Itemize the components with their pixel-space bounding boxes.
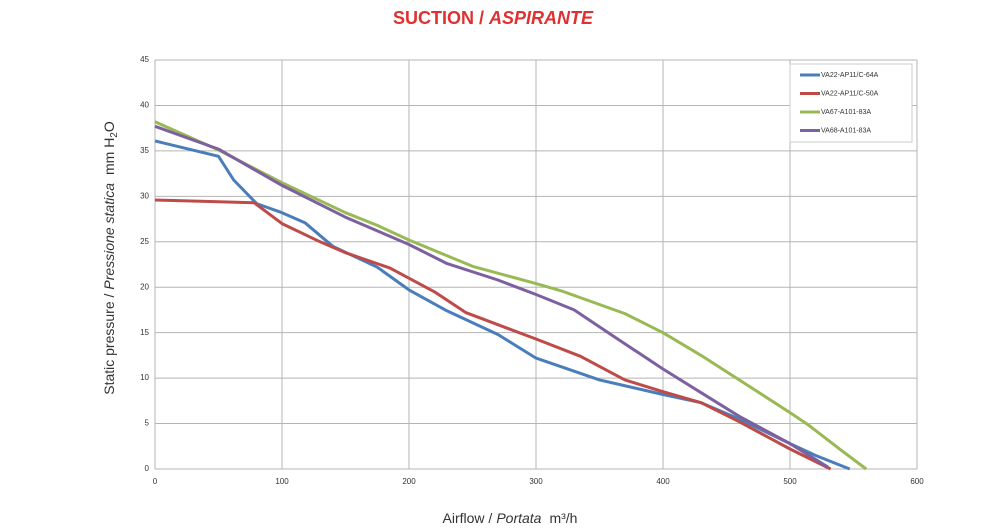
y-tick-label: 20	[140, 282, 149, 291]
label-part: m³/h	[549, 510, 577, 526]
chart-title: SUCTION / ASPIRANTE	[393, 8, 594, 28]
y-tick-label: 10	[140, 373, 149, 382]
series-line	[154, 198, 832, 471]
label-part: Airflow /	[443, 510, 493, 526]
x-tick-label: 300	[529, 477, 543, 486]
y-tick-label: 35	[140, 146, 149, 155]
label-part: Portata	[496, 510, 541, 526]
series-line	[154, 124, 829, 469]
y-tick-label: 40	[140, 101, 149, 110]
y-tick-label: 5	[145, 419, 150, 428]
x-tick-label: 500	[783, 477, 797, 486]
legend-label: VA68-A101-83A	[821, 127, 871, 134]
x-tick-label: 100	[275, 477, 289, 486]
y-tick-label: 30	[140, 191, 149, 200]
label-part: Static pressure /	[101, 294, 117, 395]
legend-label: VA67-A101-83A	[821, 109, 871, 116]
x-tick-label: 400	[656, 477, 670, 486]
y-tick-label: 15	[140, 328, 149, 337]
title-part: SUCTION /	[393, 8, 484, 28]
y-tick-label: 0	[145, 464, 150, 473]
x-axis-label: Airflow / Portata m³/h	[443, 510, 578, 526]
x-tick-label: 200	[402, 477, 416, 486]
y-tick-label: 25	[140, 237, 149, 246]
label-part: Pressione statica	[101, 183, 117, 290]
y-tick-label: 45	[140, 55, 149, 64]
legend-label: VA22-AP11/C-50A	[821, 90, 879, 97]
label-part: mm H	[101, 138, 117, 175]
series-line	[154, 120, 868, 471]
y-axis-label: Static pressure / Pressione statica mm H2O	[101, 121, 120, 395]
title-part: ASPIRANTE	[488, 8, 594, 28]
legend-label: VA22-AP11/C-64A	[821, 72, 879, 79]
label-part: 2	[109, 132, 120, 138]
x-tick-label: 0	[153, 477, 158, 486]
x-tick-label: 600	[910, 477, 924, 486]
label-part: O	[101, 121, 117, 132]
